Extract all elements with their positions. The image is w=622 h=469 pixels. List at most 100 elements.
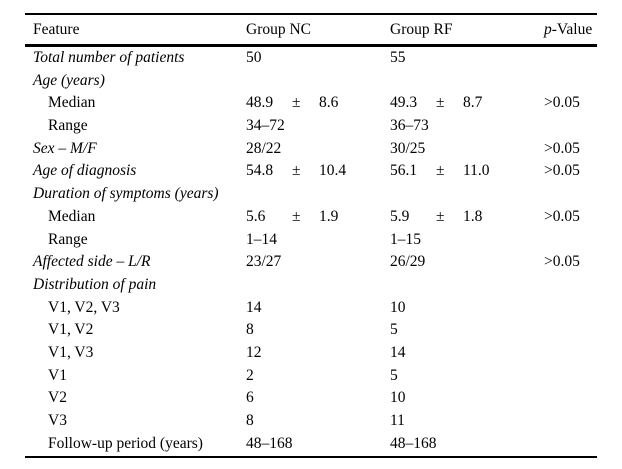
- p-value-cell: [544, 297, 597, 320]
- table-row: Median 48.9 ±8.6 49.3 ±8.7 >0.05: [25, 92, 597, 115]
- table-row: V1, V2, V3 14 10: [25, 297, 597, 320]
- group-nc-cell: 12: [246, 343, 262, 361]
- header-group-nc: Group NC: [246, 21, 312, 38]
- feature-cell: Median: [48, 94, 96, 112]
- table-row: V1, V3 12 14: [25, 342, 597, 365]
- header-p-value: p-Value: [544, 15, 597, 44]
- plus-minus-sign: ±: [436, 94, 445, 112]
- group-rf-cell: 5: [390, 366, 398, 384]
- group-nc-cell: [246, 183, 390, 206]
- p-value-cell: [544, 229, 597, 252]
- table-row: V3 8 11: [25, 410, 597, 433]
- p-value-cell: [544, 387, 597, 410]
- sd-value: 8.7: [463, 94, 483, 112]
- p-value-cell: [544, 410, 597, 433]
- feature-cell: Age of diagnosis: [33, 162, 137, 180]
- table-row: V1 2 5: [25, 365, 597, 388]
- group-rf-cell: 5.9 ±1.8: [390, 206, 544, 229]
- table-row: Duration of symptoms (years): [25, 183, 597, 206]
- sd-value: 8.6: [319, 94, 339, 112]
- feature-cell: Range: [48, 230, 88, 248]
- p-value-cell: [544, 183, 597, 206]
- group-nc-cell: [246, 70, 390, 93]
- mean-value: 49.3: [390, 94, 418, 112]
- group-rf-cell: [390, 183, 544, 206]
- feature-cell: V1, V2: [48, 321, 94, 339]
- group-rf-cell: 56.1 ±11.0: [390, 160, 544, 183]
- header-feature: Feature: [33, 21, 80, 38]
- table-row: Total number of patients 50 55: [25, 47, 597, 70]
- mean-value: 56.1: [390, 162, 418, 180]
- group-nc-cell: 23/27: [246, 253, 282, 271]
- group-nc-cell: 6: [246, 389, 254, 407]
- group-rf-cell: 14: [390, 343, 406, 361]
- group-nc-cell: [246, 274, 390, 297]
- p-value-cell: [544, 319, 597, 342]
- mean-value: 5.6: [246, 207, 266, 225]
- p-value-cell: >0.05: [544, 162, 580, 180]
- table-header-row: Feature Group NC Group RF p-Value: [25, 15, 597, 47]
- p-value-cell: [544, 274, 597, 297]
- group-rf-cell: 1–15: [390, 230, 421, 248]
- plus-minus-sign: ±: [292, 162, 301, 180]
- p-value-cell: [544, 342, 597, 365]
- group-nc-cell: 48.9 ±8.6: [246, 92, 390, 115]
- feature-cell: Duration of symptoms (years): [33, 185, 219, 203]
- sd-value: 10.4: [319, 162, 347, 180]
- p-value-cell: >0.05: [544, 253, 580, 271]
- feature-cell: Median: [48, 207, 96, 225]
- group-nc-cell: 1–14: [246, 230, 277, 248]
- group-nc-cell: 50: [246, 49, 262, 66]
- table-row: Range 34–72 36–73: [25, 115, 597, 138]
- group-nc-cell: 54.8 ±10.4: [246, 160, 390, 183]
- group-nc-cell: 14: [246, 298, 262, 316]
- p-value-cell: [544, 433, 597, 456]
- feature-cell: Follow-up period (years): [48, 434, 203, 452]
- feature-cell: Total number of patients: [33, 49, 185, 66]
- feature-cell: V1: [48, 366, 67, 384]
- plus-minus-sign: ±: [436, 207, 445, 225]
- group-rf-cell: 36–73: [390, 117, 429, 135]
- plus-minus-sign: ±: [292, 207, 301, 225]
- table-row: Distribution of pain: [25, 274, 597, 297]
- p-value-cell: [544, 365, 597, 388]
- group-nc-cell: 8: [246, 412, 254, 429]
- table-row: Follow-up period (years) 48–168 48–168: [25, 433, 597, 456]
- sd-value: 1.9: [319, 207, 339, 225]
- table-row: Median 5.6 ±1.9 5.9 ±1.8 >0.05: [25, 206, 597, 229]
- group-rf-cell: 55: [390, 49, 406, 66]
- plus-minus-sign: ±: [292, 94, 301, 112]
- feature-cell: V2: [48, 389, 67, 407]
- feature-cell: V1, V3: [48, 343, 94, 361]
- mean-value: 54.8: [246, 162, 274, 180]
- group-rf-cell: 48–168: [390, 434, 437, 452]
- p-value-cell: >0.05: [544, 207, 580, 225]
- table-row: V1, V2 8 5: [25, 319, 597, 342]
- feature-cell: Affected side – L/R: [33, 253, 151, 271]
- group-nc-cell: 8: [246, 321, 254, 339]
- header-group-rf: Group RF: [390, 21, 453, 38]
- group-nc-cell: 48–168: [246, 434, 293, 452]
- group-rf-cell: 5: [390, 321, 398, 339]
- group-nc-cell: 28/22: [246, 139, 282, 157]
- table-row: Age of diagnosis 54.8 ±10.4 56.1 ±11.0 >0.05: [25, 160, 597, 183]
- group-rf-cell: 30/25: [390, 139, 426, 157]
- feature-cell: V1, V2, V3: [48, 298, 120, 316]
- group-rf-cell: 49.3 ±8.7: [390, 92, 544, 115]
- group-rf-cell: 26/29: [390, 253, 426, 271]
- sd-value: 11.0: [463, 162, 490, 180]
- table-row: Affected side – L/R 23/27 26/29 >0.05: [25, 251, 597, 274]
- patient-characteristics-table: Feature Group NC Group RF p-Value Total …: [25, 13, 597, 459]
- feature-cell: Range: [48, 117, 88, 135]
- plus-minus-sign: ±: [436, 162, 445, 180]
- header-p-value-symbol: p: [544, 21, 552, 38]
- mean-value: 48.9: [246, 94, 274, 112]
- sd-value: 1.8: [463, 207, 483, 225]
- table-body: Total number of patients 50 55 Age (years) M…: [25, 47, 597, 459]
- p-value-cell: >0.05: [544, 139, 580, 157]
- group-rf-cell: [390, 274, 544, 297]
- feature-cell: Sex – M/F: [33, 139, 97, 157]
- p-value-cell: [544, 115, 597, 138]
- group-nc-cell: 34–72: [246, 117, 285, 135]
